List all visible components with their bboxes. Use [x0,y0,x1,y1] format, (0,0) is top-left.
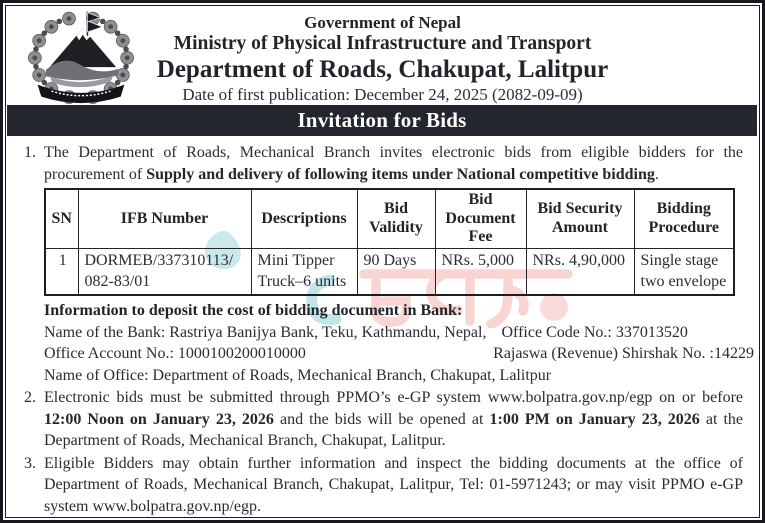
item-2-text-3: at the Department of Roads, Mechanical B… [44,410,744,450]
col-header-doc-fee: Bid Document Fee [434,188,527,249]
government-line: Government of Nepal [304,13,461,32]
item-2-deadline: 12:00 Noon on January 23, 2026 [44,410,274,428]
item-2-opening-time: 1:00 PM on January 23, 2026 [489,410,700,428]
nepal-flag [86,11,104,36]
office-name-line: Name of Office: Department of Roads, Mec… [44,366,552,384]
office-code: Office Code No.: 337013520 [501,323,688,341]
item-3-text: Eligible Bidders may obtain further info… [44,454,743,515]
table-header-row: SN IFB Number Descriptions Bid Validity … [44,188,735,249]
motto-ribbon [37,84,125,104]
notice-item-1: 1. The Department of Roads, Mechanical B… [23,142,743,185]
office-account-number: Office Account No.: 1000100200010000 [44,345,306,362]
ministry-line: Ministry of Physical Infrastructure and … [173,33,592,54]
table-row: 1 DORMEB/337310113/ 082-83/01 Mini Tippe… [44,247,735,296]
notice-item-3: 3. Eligible Bidders may obtain further i… [23,453,743,518]
revenue-shirshak-number: Rajaswa (Revenue) Shirshak No. :14229 [493,345,754,362]
col-header-validity: Bid Validity [356,188,436,249]
item-1-period: . [654,165,659,183]
notice-inner-frame: Government of Nepal Ministry of Physical… [5,5,760,518]
cell-ifb-number: DORMEB/337310113/ 082-83/01 [77,247,252,296]
item-2-number: 2. [24,389,36,406]
item-1-text: The Department of Roads, Mechanical Bran… [44,144,743,183]
col-header-security: Bid Security Amount [525,188,635,249]
ifb-line-1: DORMEB/337310113/ [84,251,234,269]
col-header-sn: SN [44,188,79,249]
desc-line-1: Mini Tipper [257,251,335,269]
bank-name-line: Name of the Bank: Rastriya Banijya Bank,… [44,322,743,344]
item-1-number: 1. [24,144,36,161]
cell-bid-validity: 90 Days [356,247,436,296]
cell-security-amount: NRs. 4,90,000 [525,247,635,296]
nepal-emblem-logo [28,11,134,104]
item-1-bold-text: Supply and delivery of following items u… [146,165,655,183]
bank-deposit-info: Information to deposit the cost of biddi… [44,300,754,386]
desc-line-2: Truck–6 units [257,273,347,290]
cell-description: Mini Tipper Truck–6 units [250,247,358,296]
col-header-ifb: IFB Number [77,188,252,249]
publication-date: Date of first publication: December 24, … [182,85,583,104]
cell-bidding-procedure: Single stage two envelope [633,247,735,296]
letterhead: Government of Nepal Ministry of Physical… [6,6,759,104]
invitation-title-bar: Invitation for Bids [7,105,757,136]
notice-item-2: 2. Electronic bids must be submitted thr… [23,387,743,452]
cell-document-fee: NRs. 5,000 [434,247,527,296]
cell-sn: 1 [44,247,79,296]
item-3-number: 3. [24,454,36,472]
mountains [45,28,118,88]
notice-body: 1. The Department of Roads, Mechanical B… [6,136,759,517]
col-header-procedure: Bidding Procedure [633,188,735,249]
bid-items-table: SN IFB Number Descriptions Bid Validity … [44,188,735,296]
col-header-desc: Descriptions [250,188,358,249]
ifb-line-2: 082-83/01 [84,273,151,290]
account-revenue-line: Office Account No.: 1000100200010000 Raj… [44,343,754,365]
department-line: Department of Roads, Chakupat, Lalitpur [156,56,609,83]
item-2-text-2: and the bids will be opened at [273,410,490,428]
bank-info-heading: Information to deposit the cost of biddi… [44,302,463,319]
item-2-text-1: Electronic bids must be submitted throug… [44,389,743,406]
bank-name: Name of the Bank: Rastriya Banijya Bank,… [44,323,487,341]
